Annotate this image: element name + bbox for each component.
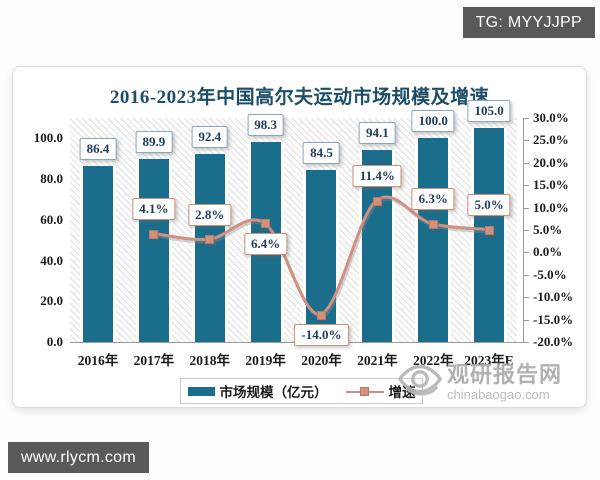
line-marker-2023年E (484, 225, 494, 235)
right-axis-tick (523, 319, 529, 321)
right-axis-line (523, 118, 524, 343)
watermark-text: 观研报告网 chinabaogao.com (447, 357, 562, 402)
right-axis-tick-label: 0.0% (533, 244, 563, 260)
right-axis-tick (523, 252, 529, 254)
x-axis-label-2020年: 2020年 (301, 353, 342, 368)
line-value-label: -14.0% (294, 324, 349, 347)
line-marker-2017年 (149, 229, 159, 239)
bar-value-label: 92.4 (191, 125, 229, 148)
right-axis-tick-label: 20.0% (533, 154, 569, 170)
right-axis-tick-label: -5.0% (533, 266, 567, 282)
x-axis-label-2022年: 2022年 (412, 353, 454, 368)
watermark-site: chinabaogao.com (447, 386, 550, 402)
right-axis-tick (523, 118, 529, 119)
bar-value-label: 86.4 (79, 138, 117, 161)
right-axis-tick-label: -10.0% (533, 289, 574, 305)
legend-item-market-size: 市场规模（亿元） (187, 381, 328, 401)
site-badge: www.rlycm.com (8, 442, 150, 473)
right-axis-tick (523, 207, 529, 209)
right-axis-tick-label: 5.0% (533, 222, 563, 237)
bar-2016年 (79, 166, 116, 342)
x-axis-label-2018年: 2018年 (189, 353, 230, 368)
watermark: 观研报告网 chinabaogao.com (397, 356, 562, 402)
right-axis-tick (523, 140, 529, 142)
bar-2018年 (191, 153, 228, 342)
right-axis-tick (523, 185, 529, 187)
bar-value-label: 98.3 (247, 113, 284, 136)
right-axis-tick (523, 342, 529, 343)
left-axis-tick-label: 80.0 (40, 171, 63, 187)
tg-badge: TG: MYYJJPP (462, 7, 595, 38)
right-axis-tick-label: 15.0% (533, 177, 569, 193)
bar-2017年 (135, 158, 172, 342)
right-axis-tick-label: -20.0% (533, 334, 574, 349)
x-axis-label-2017年: 2017年 (133, 353, 175, 368)
chart-title: 2016-2023年中国高尔夫运动市场规模及增速 (109, 87, 490, 108)
bar-value-label: 100.0 (411, 110, 455, 133)
watermark-eye-icon (397, 364, 443, 396)
bar-value-label: 89.9 (135, 130, 173, 153)
line-value-label: 6.4% (243, 232, 288, 255)
line-marker-2019年 (261, 219, 271, 229)
line-marker-2022年 (428, 219, 438, 229)
right-axis-tick (523, 162, 529, 164)
x-axis-label-2021年: 2021年 (357, 353, 398, 368)
left-axis-tick-label: 60.0 (40, 211, 63, 227)
legend: 市场规模（亿元） 增速 (180, 378, 423, 404)
right-axis-tick (523, 274, 529, 276)
line-marker-2020年 (316, 310, 326, 320)
right-axis-tick (523, 297, 529, 299)
x-axis-label-2019年: 2019年 (245, 353, 286, 368)
line-value-label: 4.1% (132, 198, 176, 221)
left-axis-tick-label: 40.0 (40, 252, 63, 268)
bar-value-label: 84.5 (303, 141, 340, 164)
bar-2023年E (471, 128, 508, 342)
right-axis-tick-label: -15.0% (533, 311, 574, 327)
chart-card: 2016-2023年中国高尔夫运动市场规模及增速 0.0 20.0 40.0 60.0… (12, 66, 587, 408)
right-axis-tick-label: 10.0% (533, 199, 569, 215)
line-marker-2018年 (205, 235, 215, 245)
right-axis-tick-label: 25.0% (533, 132, 569, 148)
left-axis-tick-label: 20.0 (40, 293, 63, 309)
line-swatch-icon (345, 386, 384, 396)
x-axis-label-2016年: 2016年 (77, 353, 119, 368)
right-axis-tick (523, 230, 529, 231)
line-value-label: 5.0% (467, 194, 511, 216)
bar-value-label: 94.1 (358, 122, 396, 145)
bar-swatch-icon (187, 386, 215, 396)
left-axis-tick-label: 0.0 (46, 334, 63, 349)
legend-bar-label: 市场规模（亿元） (219, 385, 328, 400)
bar-value-label: 105.0 (467, 100, 511, 123)
plot-area: 0.0 20.0 40.0 60.0 80.0 100.0 30.0% 25.0% 20.0% 1… (13, 67, 586, 407)
line-value-label: 2.8% (188, 203, 232, 226)
right-axis-tick-label: 30.0% (533, 110, 569, 125)
x-axis-label-2023年E: 2023年E (464, 353, 514, 368)
watermark-name: 观研报告网 (447, 361, 563, 387)
line-value-label: 11.4% (352, 165, 402, 188)
bar-2022年 (415, 138, 452, 342)
left-axis-tick-label: 100.0 (33, 130, 63, 146)
line-marker-2021年 (372, 196, 382, 206)
line-value-label: 6.3% (411, 188, 455, 211)
